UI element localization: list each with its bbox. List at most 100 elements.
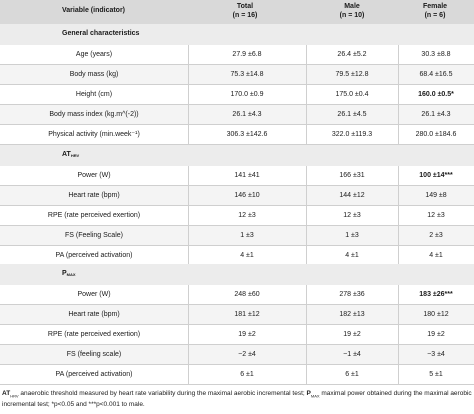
column-divider: [306, 345, 307, 364]
column-divider: [188, 226, 189, 245]
header-total-label: Total: [236, 3, 254, 10]
section-label: PMAX: [62, 270, 76, 277]
table-row: Body mass (kg) 75.3 ±14.8 79.5 ±12.8 68.4 ±…: [0, 65, 474, 85]
header-male: Male (n = 10): [307, 2, 397, 20]
column-divider: [398, 65, 399, 84]
column-divider: [398, 345, 399, 364]
row-male-value: 175.0 ±0.4: [335, 91, 369, 98]
row-label: PA (perceived activation): [55, 252, 133, 259]
row-female-value: 26.1 ±4.3: [421, 111, 451, 118]
row-female-value: −3 ±4: [427, 351, 445, 358]
row-label: Power (W): [77, 291, 111, 298]
row-total-value: 181 ±12: [234, 311, 260, 318]
section-label-subscript: HRV: [70, 153, 80, 158]
row-label: Body mass index (kg.m^(-2)): [49, 111, 139, 118]
column-divider: [306, 85, 307, 104]
column-divider: [188, 65, 189, 84]
table-footnote: ATHRV anaerobic threshold measured by he…: [2, 389, 472, 409]
column-divider: [188, 206, 189, 225]
header-female: Female (n = 6): [390, 2, 474, 20]
row-label: Height (cm): [75, 91, 113, 98]
section-header: PMAX: [0, 264, 474, 285]
column-divider: [306, 325, 307, 344]
row-male-value: 26.1 ±4.5: [337, 111, 367, 118]
header-female-n: (n = 6): [424, 12, 446, 19]
table-row: Power (W) 141 ±41 166 ±31 100 ±14***: [0, 166, 474, 186]
column-divider: [188, 125, 189, 144]
footnote-at-sub: HRV: [10, 393, 19, 399]
table-row: FS (feeling scale) −2 ±4 −1 ±4 −3 ±4: [0, 345, 474, 365]
row-total-value: 12 ±3: [238, 212, 256, 219]
column-divider: [398, 305, 399, 324]
footnote-p-sub: MAX: [310, 393, 320, 399]
row-total-value: 1 ±3: [240, 232, 254, 239]
section-label-text: AT: [62, 151, 71, 158]
row-total-value: 26.1 ±4.3: [232, 111, 262, 118]
column-divider: [188, 186, 189, 205]
column-divider: [188, 85, 189, 104]
row-male-value: 166 ±31: [339, 172, 365, 179]
column-divider: [398, 85, 399, 104]
row-male-value: 278 ±36: [339, 291, 365, 298]
row-total-value: 75.3 ±14.8: [230, 71, 264, 78]
row-female-value: 12 ±3: [427, 212, 445, 219]
row-female-value: 280.0 ±184.6: [415, 131, 457, 138]
table-row: Physical activity (min.week⁻¹) 306.3 ±142…: [0, 125, 474, 145]
table-row: Heart rate (bpm) 146 ±10 144 ±12 149 ±8: [0, 186, 474, 206]
row-male-value: 144 ±12: [339, 192, 365, 199]
row-male-value: 1 ±3: [345, 232, 359, 239]
header-female-label: Female: [422, 3, 448, 10]
row-male-value: 182 ±13: [339, 311, 365, 318]
row-label: Heart rate (bpm): [68, 311, 120, 318]
column-divider: [188, 325, 189, 344]
row-male-value: 12 ±3: [343, 212, 361, 219]
footnote-at: AT: [2, 390, 11, 397]
column-divider: [306, 206, 307, 225]
section-label-text: General characteristics: [62, 30, 140, 37]
table-row: RPE (rate perceived exertion) 12 ±3 12 ±3 1…: [0, 206, 474, 226]
column-divider: [188, 105, 189, 124]
row-label: Heart rate (bpm): [68, 192, 120, 199]
section-label: General characteristics: [62, 30, 139, 37]
row-total-value: −2 ±4: [238, 351, 256, 358]
row-total-value: 141 ±41: [234, 172, 260, 179]
column-divider: [398, 226, 399, 245]
column-divider: [398, 125, 399, 144]
row-female-value: 160.0 ±0.5*: [418, 91, 454, 98]
footnote-text1: anaerobic threshold measured by heart ra…: [18, 390, 307, 397]
row-male-value: 19 ±2: [343, 331, 361, 338]
row-label: FS (Feeling Scale): [65, 232, 123, 239]
row-male-value: 26.4 ±5.2: [337, 51, 367, 58]
row-female-value: 100 ±14***: [419, 172, 453, 179]
row-male-value: −1 ±4: [343, 351, 361, 358]
table-row: Body mass index (kg.m^(-2)) 26.1 ±4.3 26.1…: [0, 105, 474, 125]
header-variable: Variable (indicator): [62, 7, 126, 14]
table-row: Height (cm) 170.0 ±0.9 175.0 ±0.4 160.0 ±0.…: [0, 85, 474, 105]
row-female-value: 149 ±8: [425, 192, 447, 199]
header-total-n: (n = 16): [232, 12, 258, 19]
footnote-text2: maximal power obtained during the maxima…: [2, 390, 472, 409]
row-male-value: 4 ±1: [345, 252, 359, 259]
column-divider: [306, 365, 307, 384]
column-divider: [188, 345, 189, 364]
column-divider: [306, 105, 307, 124]
section-header: ATHRV: [0, 145, 474, 166]
column-divider: [398, 45, 399, 64]
column-divider: [306, 125, 307, 144]
column-divider: [398, 105, 399, 124]
table-row: PA (perceived activation) 4 ±1 4 ±1 4 ±1: [0, 246, 474, 266]
table-row: RPE (rate perceived exertion) 19 ±2 19 ±2 1…: [0, 325, 474, 345]
column-divider: [398, 285, 399, 304]
table-row: Heart rate (bpm) 181 ±12 182 ±13 180 ±12: [0, 305, 474, 325]
row-total-value: 19 ±2: [238, 331, 256, 338]
section-label: ATHRV: [62, 151, 79, 158]
column-divider: [188, 365, 189, 384]
row-female-value: 183 ±26***: [419, 291, 453, 298]
section-header: General characteristics: [0, 24, 474, 45]
row-female-value: 30.3 ±8.8: [421, 51, 451, 58]
row-female-value: 2 ±3: [429, 232, 443, 239]
row-total-value: 146 ±10: [234, 192, 260, 199]
column-divider: [398, 365, 399, 384]
row-female-value: 180 ±12: [423, 311, 449, 318]
row-female-value: 19 ±2: [427, 331, 445, 338]
